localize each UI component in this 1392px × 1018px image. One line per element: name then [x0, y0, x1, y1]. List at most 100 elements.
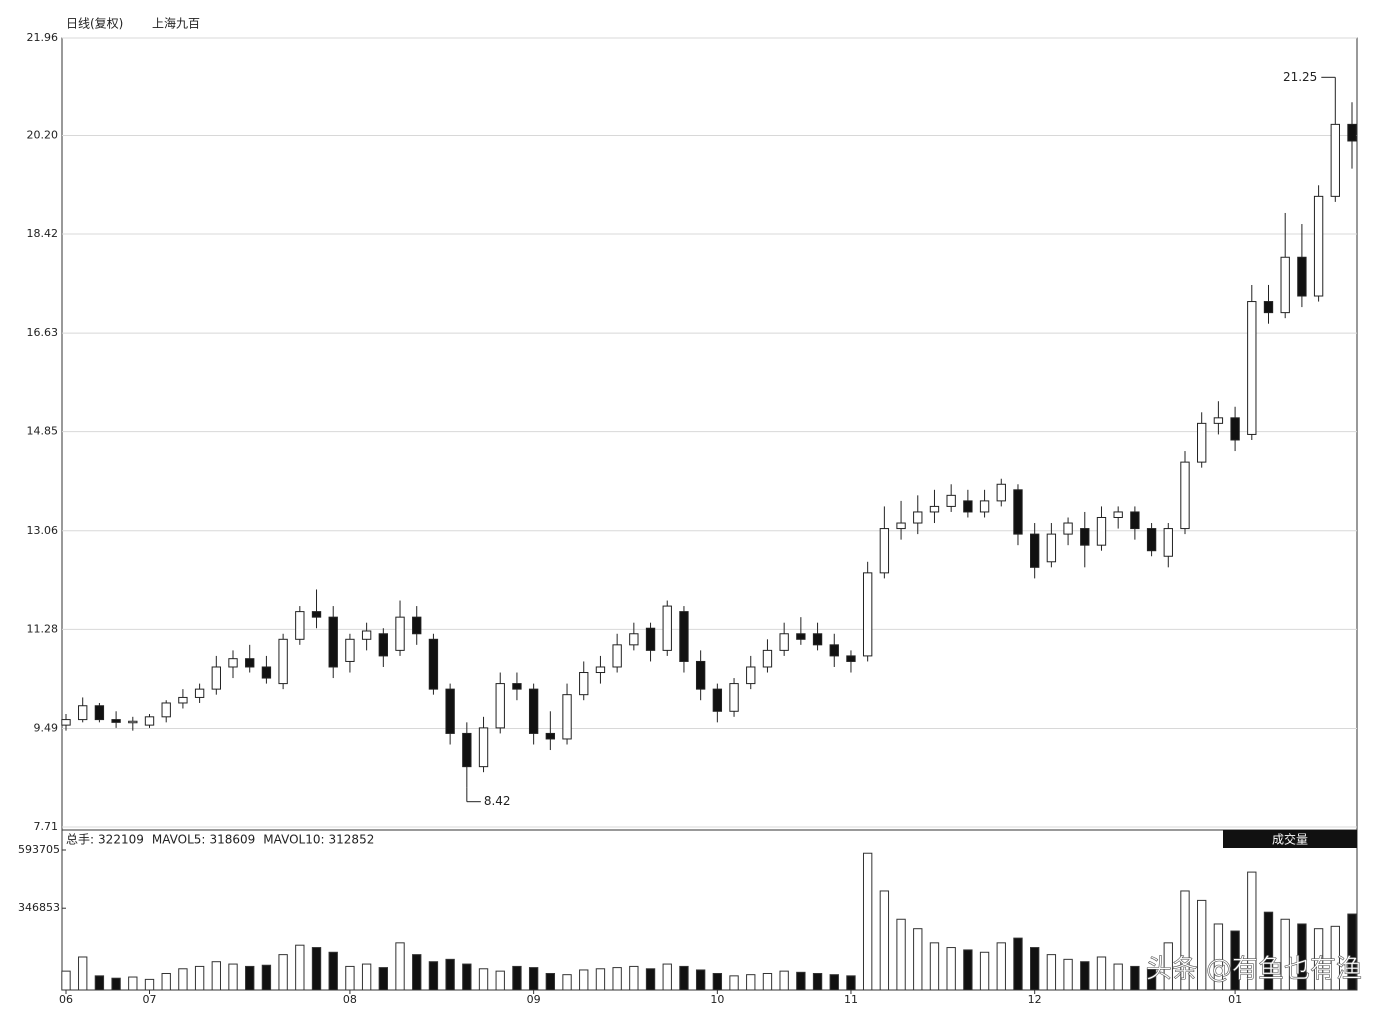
candle-body: [879, 528, 890, 574]
volume-bar: [1113, 963, 1123, 991]
y-tick-label: 11.28: [27, 622, 59, 635]
candle-body: [796, 633, 806, 640]
watermark: 头条 @有鱼也有渔: [1146, 955, 1362, 985]
volume-bar: [812, 972, 823, 991]
volume-bar: [94, 975, 105, 991]
volume-bar: [1213, 923, 1224, 991]
candle-body: [1213, 417, 1224, 424]
volume-bar: [128, 976, 138, 991]
annotation: 21.25: [1283, 70, 1317, 84]
volume-bar: [1297, 923, 1307, 991]
volume-bar: [462, 963, 472, 991]
volume-bar: [979, 951, 990, 991]
volume-bar: [194, 965, 205, 991]
candle-body: [1013, 489, 1023, 535]
indicator-box: [1223, 830, 1357, 848]
volume-bar: [896, 918, 906, 991]
candle-body: [1130, 511, 1140, 530]
volume-bar: [1313, 928, 1324, 991]
volume-bar: [1013, 937, 1023, 991]
volume-bar: [428, 961, 439, 991]
candle-body: [445, 688, 455, 734]
volume-bar: [629, 965, 639, 991]
candle-body: [779, 633, 789, 651]
candle-body: [1347, 123, 1357, 142]
candle-body: [662, 605, 672, 651]
candle-body: [1263, 301, 1274, 314]
x-tick-label: 09: [527, 993, 541, 1006]
candle-body: [1080, 528, 1090, 546]
volume-bar: [946, 947, 956, 991]
volume-bar: [412, 954, 422, 991]
volume-bar: [1280, 918, 1290, 991]
volume-bar: [211, 961, 221, 991]
candle-body: [194, 688, 205, 698]
candle-body: [1096, 516, 1107, 546]
candle-body: [361, 630, 372, 640]
x-tick-label: 08: [343, 993, 357, 1006]
candle-body: [1046, 533, 1057, 563]
volume-bar: [528, 967, 539, 991]
candle-body: [295, 611, 305, 640]
volume-bar: [929, 942, 940, 991]
candle-body: [395, 616, 405, 651]
candle-body: [1297, 256, 1307, 297]
volume-bar: [562, 974, 572, 991]
candle-body: [412, 616, 422, 635]
candle-body: [762, 649, 773, 668]
volume-bar: [1347, 913, 1357, 991]
candle-body: [963, 500, 973, 513]
candle-body: [495, 683, 505, 729]
volume-bar: [679, 965, 689, 991]
candle-body: [862, 572, 873, 657]
candle-body: [378, 633, 389, 657]
volume-bar: [1146, 968, 1157, 991]
volume-bar: [746, 974, 756, 991]
legend-value: 318609: [209, 833, 255, 847]
candle-body: [328, 616, 338, 668]
candle-body: [462, 732, 472, 768]
candle-body: [929, 505, 940, 513]
candle-body: [712, 688, 723, 712]
candle-body: [428, 638, 439, 690]
volume-bar: [779, 970, 789, 991]
volume-bar: [796, 971, 806, 991]
candle-body: [562, 694, 572, 740]
candle-body: [1063, 522, 1073, 535]
volume-bar: [996, 942, 1006, 991]
x-tick-label: 12: [1028, 993, 1042, 1006]
candle-body: [1113, 511, 1123, 518]
volume-bar: [78, 956, 88, 991]
candle-body: [345, 638, 355, 662]
candle-body: [746, 666, 756, 685]
candle-body: [1247, 301, 1257, 435]
volume-bar: [862, 852, 873, 991]
volume-bar: [178, 968, 188, 991]
volume-bar: [111, 977, 121, 991]
volume-bar: [1247, 871, 1257, 991]
volume-bar: [846, 975, 856, 991]
volume-bar: [1163, 942, 1173, 991]
candle-body: [478, 727, 489, 768]
volume-bar: [61, 970, 71, 991]
volume-bar: [378, 967, 389, 991]
candle-body: [545, 732, 556, 740]
volume-bar: [645, 968, 656, 991]
volume-bar: [879, 890, 890, 991]
candle-body: [1230, 417, 1240, 441]
candle-body: [645, 627, 656, 651]
candle-body: [1313, 195, 1324, 297]
candle-body: [579, 672, 589, 696]
candle-body: [896, 522, 906, 530]
volume-bar: [662, 963, 672, 991]
candle-body: [111, 719, 121, 723]
candle-body: [245, 658, 255, 668]
candle-body: [946, 494, 956, 507]
volume-bar: [161, 972, 171, 991]
volume-bar: [278, 954, 288, 991]
candle-body: [1030, 533, 1040, 568]
candle-body: [913, 511, 923, 524]
volume-bar: [345, 965, 355, 991]
